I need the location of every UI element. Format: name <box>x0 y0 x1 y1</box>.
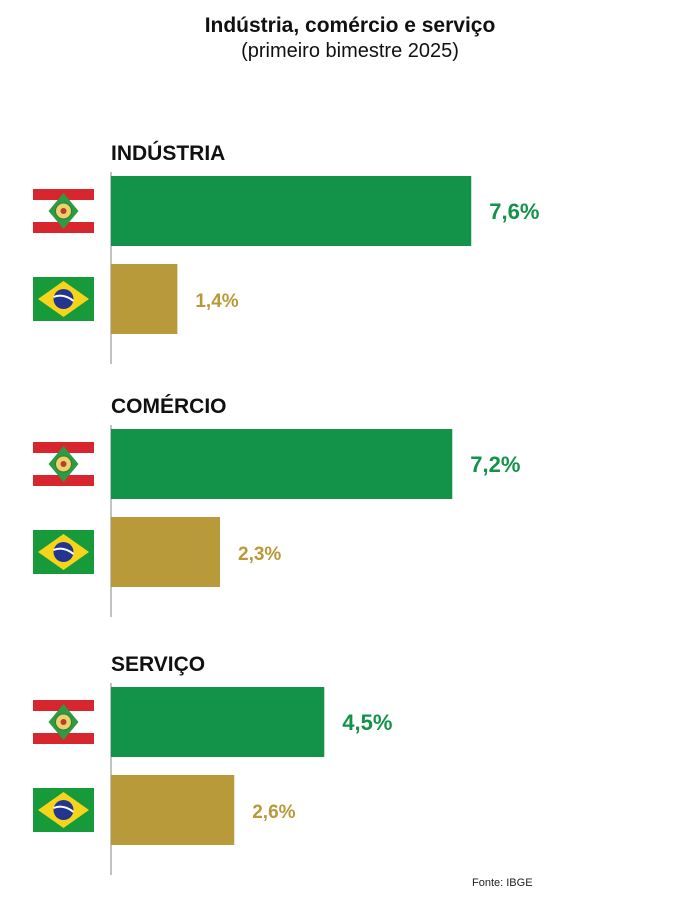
santa-catarina-flag-icon <box>33 700 94 744</box>
data-label: 2,6% <box>252 802 295 823</box>
bar <box>111 687 325 757</box>
flag-coat-center <box>60 208 67 214</box>
category-group: SERVIÇO 4,5% 2,6% <box>33 653 392 875</box>
santa-catarina-flag-icon <box>33 442 94 486</box>
category-label: COMÉRCIO <box>111 395 227 418</box>
flag-coat-center <box>60 719 67 725</box>
data-label: 2,3% <box>238 544 281 565</box>
flag-white-band <box>53 805 75 813</box>
category-group: COMÉRCIO 7,2% 2,3% <box>33 395 520 617</box>
category-group: INDÚSTRIA 7,6% 1,4% <box>33 141 539 364</box>
flag-white-band <box>53 294 75 302</box>
chart-title: Indústria, comércio e serviço <box>204 14 496 37</box>
category-label: SERVIÇO <box>111 653 205 676</box>
flag-blue-globe <box>53 289 74 309</box>
santa-catarina-flag-icon <box>33 189 94 233</box>
chart-subtitle: (primeiro bimestre 2025) <box>241 40 459 62</box>
flag-coat-center <box>60 461 67 467</box>
brazil-flag-icon <box>33 788 94 832</box>
brazil-flag-icon <box>33 277 94 321</box>
bar <box>111 264 178 334</box>
data-label: 7,2% <box>470 452 520 477</box>
brazil-flag-icon <box>33 530 94 574</box>
flag-blue-globe <box>53 542 74 562</box>
flag-blue-globe <box>53 800 74 820</box>
flag-white-band <box>53 547 75 555</box>
bar <box>111 775 235 845</box>
category-label: INDÚSTRIA <box>111 141 225 165</box>
data-label: 7,6% <box>489 199 539 224</box>
bar <box>111 176 472 246</box>
data-label: 1,4% <box>195 291 238 312</box>
bar <box>111 517 221 587</box>
source-note: Fonte: IBGE <box>472 877 533 889</box>
data-label: 4,5% <box>342 710 392 735</box>
bar <box>111 429 453 499</box>
